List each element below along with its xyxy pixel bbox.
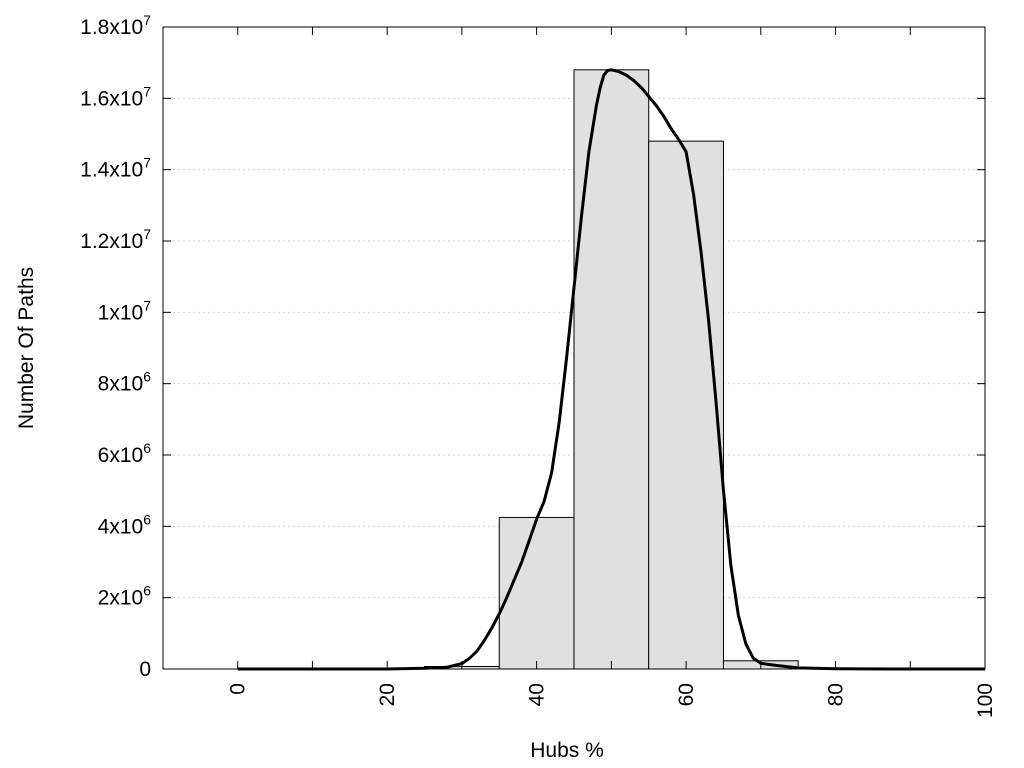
y-tick-label-exponent: 7: [143, 226, 151, 242]
x-axis-ticks: 0 20 40 60 80 100: [227, 27, 997, 718]
y-tick-label-base: 4x10: [98, 515, 144, 538]
y-tick-label-base: 0: [139, 658, 151, 681]
y-tick-label-base: 8x10: [98, 373, 144, 396]
y-axis-ticks: 02x1064x1066x1068x1061x1071.2x1071.4x107…: [80, 12, 985, 681]
x-tick-label: 20: [376, 683, 399, 706]
y-tick-label-exponent: 6: [143, 511, 151, 527]
y-tick-label-exponent: 7: [143, 155, 151, 171]
y-tick-label-exponent: 6: [143, 440, 151, 456]
y-tick-label-base: 1.2x10: [80, 230, 143, 253]
x-tick-label: 100: [974, 683, 997, 718]
y-tick-label-exponent: 7: [143, 297, 151, 313]
y-tick-label: 6x106: [98, 440, 152, 467]
y-tick-label-exponent: 6: [143, 369, 151, 385]
y-tick-label: 2x106: [98, 583, 152, 610]
x-tick-label: 80: [825, 683, 848, 706]
y-axis-title: Number Of Paths: [15, 267, 38, 429]
x-tick-label: 0: [227, 683, 250, 695]
x-tick-label: 40: [526, 683, 549, 706]
y-tick-label-base: 1.8x10: [80, 16, 143, 39]
y-tick-label-exponent: 7: [143, 12, 151, 28]
y-tick-label: 1.8x107: [80, 12, 151, 39]
y-tick-label-exponent: 6: [143, 583, 151, 599]
plot-frame: [162, 26, 986, 670]
y-tick-label: 1.2x107: [80, 226, 151, 253]
histogram-bar: [648, 140, 724, 670]
y-tick-label: 8x106: [98, 369, 152, 396]
y-tick-label-base: 1.4x10: [80, 159, 143, 182]
histogram-bar: [498, 516, 575, 670]
histogram-bar: [573, 69, 650, 670]
y-tick-label-exponent: 7: [143, 83, 151, 99]
y-tick-label-base: 2x10: [98, 587, 144, 610]
y-tick-label: 1.6x107: [80, 83, 151, 110]
y-tick-label: 1x107: [98, 297, 152, 324]
y-tick-label: 1.4x107: [80, 155, 151, 182]
y-tick-label: 0: [139, 658, 151, 681]
y-tick-label: 4x106: [98, 511, 152, 538]
y-tick-label-base: 1.6x10: [80, 87, 143, 110]
density-curve-layer: [237, 68, 985, 671]
x-axis-title: Hubs %: [530, 739, 604, 762]
histogram-bars: [424, 69, 799, 670]
y-tick-label-base: 1x10: [98, 301, 144, 324]
y-tick-label-base: 6x10: [98, 444, 144, 467]
density-curve: [237, 68, 985, 671]
x-tick-label: 60: [675, 683, 698, 706]
